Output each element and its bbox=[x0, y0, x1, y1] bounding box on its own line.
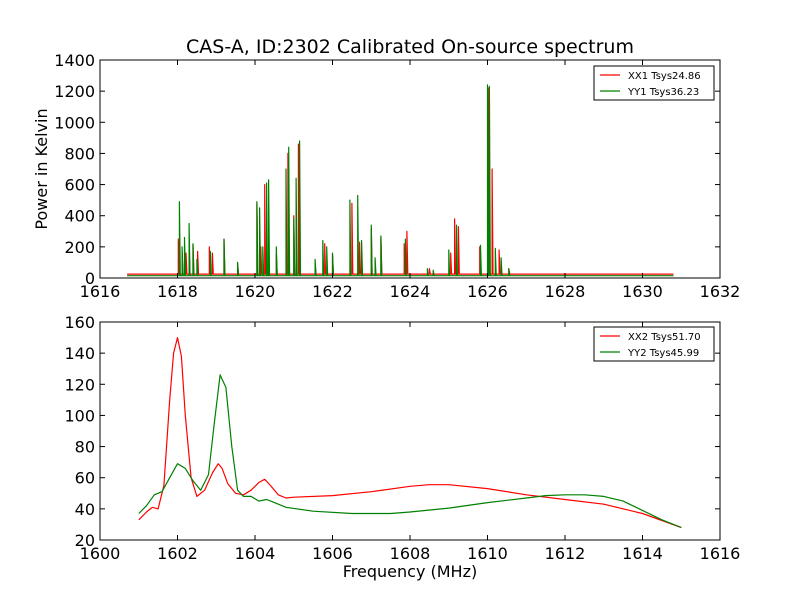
series-line-yy1 bbox=[127, 84, 674, 277]
y-axis-label: Power in Kelvin bbox=[32, 108, 51, 229]
legend: XX2 Tsys51.70 YY2 Tsys45.99 bbox=[593, 326, 715, 362]
y-tick-label: 1400 bbox=[54, 51, 95, 70]
x-tick-label: 1614 bbox=[622, 544, 663, 563]
y-tick-label: 200 bbox=[64, 238, 95, 257]
y-tick-label: 40 bbox=[75, 500, 95, 519]
y-tick-label: 800 bbox=[64, 144, 95, 163]
x-tick-label: 1602 bbox=[157, 544, 198, 563]
x-tick-label: 1606 bbox=[312, 544, 353, 563]
x-axis-label: Frequency (MHz) bbox=[343, 562, 477, 581]
x-tick-label: 1608 bbox=[390, 544, 431, 563]
legend-box bbox=[593, 326, 715, 362]
y-tick-label: 600 bbox=[64, 176, 95, 195]
y-tick-label: 140 bbox=[64, 344, 95, 363]
legend-box bbox=[593, 65, 715, 101]
series-line-yy2 bbox=[138, 374, 682, 529]
x-tick-label: 1618 bbox=[157, 282, 198, 301]
x-tick-label: 1632 bbox=[700, 282, 741, 301]
series-line-xx2 bbox=[138, 337, 682, 529]
x-tick-label: 1628 bbox=[545, 282, 586, 301]
x-tick-label: 1620 bbox=[235, 282, 276, 301]
legend-entry: XX2 Tsys51.70 bbox=[628, 332, 701, 343]
x-tick-label: 1630 bbox=[622, 282, 663, 301]
y-tick-label: 60 bbox=[75, 469, 95, 488]
chart-title: CAS-A, ID:2302 Calibrated On-source spec… bbox=[186, 36, 634, 58]
legend: XX1 Tsys24.86 YY1 Tsys36.23 bbox=[593, 65, 715, 101]
y-tick-label: 80 bbox=[75, 438, 95, 457]
x-tick-label: 1622 bbox=[312, 282, 353, 301]
x-tick-label: 1604 bbox=[235, 544, 276, 563]
x-tick-label: 1612 bbox=[545, 544, 586, 563]
legend-entry: XX1 Tsys24.86 bbox=[628, 71, 701, 82]
y-tick-label: 0 bbox=[85, 269, 95, 288]
plot-area bbox=[127, 84, 674, 277]
legend-entry: YY2 Tsys45.99 bbox=[627, 348, 699, 359]
y-tick-label: 1200 bbox=[54, 82, 95, 101]
x-tick-label: 1624 bbox=[390, 282, 431, 301]
y-tick-label: 100 bbox=[64, 406, 95, 425]
y-tick-label: 120 bbox=[64, 375, 95, 394]
x-tick-label: 1626 bbox=[467, 282, 508, 301]
bottom-panel: 1600 1602 1604 1606 1608 1610 1612 1614 1616 20 40… bbox=[64, 313, 740, 581]
plot-area bbox=[138, 337, 682, 529]
legend-entry: YY1 Tsys36.23 bbox=[627, 87, 699, 98]
x-tick-label: 1610 bbox=[467, 544, 508, 563]
y-tick-label: 400 bbox=[64, 207, 95, 226]
series-line-xx1 bbox=[127, 87, 674, 275]
x-tick-label: 1600 bbox=[80, 544, 121, 563]
y-tick-label: 20 bbox=[75, 531, 95, 550]
x-tick-label: 1616 bbox=[80, 282, 121, 301]
top-panel: 1616 1618 1620 1622 1624 1626 1628 1630 1632 0 200… bbox=[32, 51, 740, 301]
y-tick-label: 160 bbox=[64, 313, 95, 332]
x-tick-label: 1616 bbox=[700, 544, 741, 563]
y-tick-label: 1000 bbox=[54, 113, 95, 132]
